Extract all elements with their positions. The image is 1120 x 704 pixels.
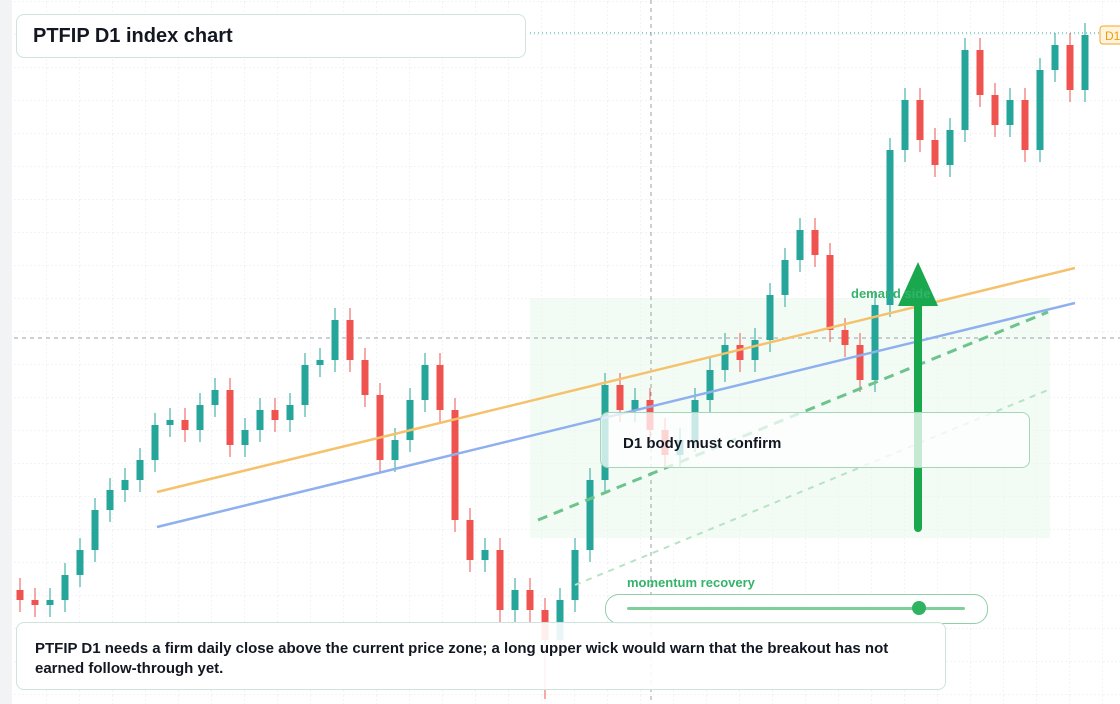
candle-body — [451, 410, 459, 520]
candle-body — [1081, 35, 1089, 90]
candle-body — [76, 550, 84, 575]
arrow-head — [898, 262, 938, 306]
title-box: PTFIP D1 index chart — [16, 14, 526, 58]
candle-body — [481, 550, 489, 560]
candle-body — [916, 100, 924, 140]
candle-body — [31, 600, 39, 605]
candle-body — [331, 320, 339, 360]
candle-body — [886, 150, 894, 305]
price-tag — [1099, 25, 1120, 45]
candle-body — [811, 230, 819, 255]
trendline-green-light — [574, 389, 1049, 586]
candles — [16, 23, 1089, 699]
note-box: PTFIP D1 needs a firm daily close above … — [16, 622, 946, 690]
candle-body — [181, 420, 189, 430]
candle-body — [166, 420, 174, 425]
candle-body — [1051, 45, 1059, 70]
candle-body — [706, 370, 714, 400]
candle-body — [106, 490, 114, 510]
candle-body — [961, 50, 969, 130]
candle-body — [976, 50, 984, 95]
candle-body — [871, 305, 879, 380]
candle-body — [391, 440, 399, 460]
demand-label: demand side — [851, 286, 931, 301]
candle-body — [196, 405, 204, 430]
candle-body — [826, 255, 834, 330]
candle-body — [571, 550, 579, 600]
candle-body — [1066, 45, 1074, 90]
candle-body — [301, 365, 309, 405]
candle-body — [841, 330, 849, 345]
candle-body — [271, 410, 279, 420]
candle-body — [931, 140, 939, 165]
candle-body — [901, 100, 909, 150]
candle-body — [241, 430, 249, 445]
candle-body — [526, 590, 534, 610]
left-edge — [0, 0, 12, 704]
candle-body — [136, 460, 144, 480]
candle-body — [856, 345, 864, 380]
candle-body — [991, 95, 999, 125]
candle-body — [151, 425, 159, 460]
candle-body — [766, 295, 774, 340]
candle-body — [226, 390, 234, 445]
candle-body — [346, 320, 354, 360]
candle-body — [61, 575, 69, 600]
candle-body — [421, 365, 429, 400]
candle-body — [631, 400, 639, 410]
candle-body — [781, 260, 789, 295]
candle-body — [556, 600, 564, 640]
candle-body — [946, 130, 954, 165]
candle-body — [46, 600, 54, 605]
candle-body — [406, 400, 414, 440]
confirm-box: D1 body must confirm — [600, 412, 1030, 468]
candle-body — [16, 590, 24, 600]
candle-body — [616, 385, 624, 410]
candle-body — [256, 410, 264, 430]
candle-body — [736, 345, 744, 360]
candle-body — [721, 345, 729, 370]
candle-body — [751, 340, 759, 360]
momentum-slider — [605, 594, 988, 624]
candle-body — [316, 360, 324, 365]
candle-body — [1021, 100, 1029, 150]
candle-body — [1036, 70, 1044, 150]
candle-body — [511, 590, 519, 610]
candle-body — [496, 550, 504, 610]
candle-body — [211, 390, 219, 405]
candle-body — [361, 360, 369, 395]
candle-body — [286, 405, 294, 420]
candle-body — [121, 480, 129, 490]
candle-body — [1006, 100, 1014, 125]
candle-body — [376, 395, 384, 460]
candle-body — [586, 480, 594, 550]
candle-body — [796, 230, 804, 260]
slider-knob — [912, 601, 926, 615]
candle-body — [466, 520, 474, 560]
candle-body — [91, 510, 99, 550]
candle-body — [436, 365, 444, 410]
price-tag-label: D1 — [1105, 29, 1120, 43]
momentum-label: momentum recovery — [627, 575, 755, 590]
slider-track — [627, 607, 965, 610]
